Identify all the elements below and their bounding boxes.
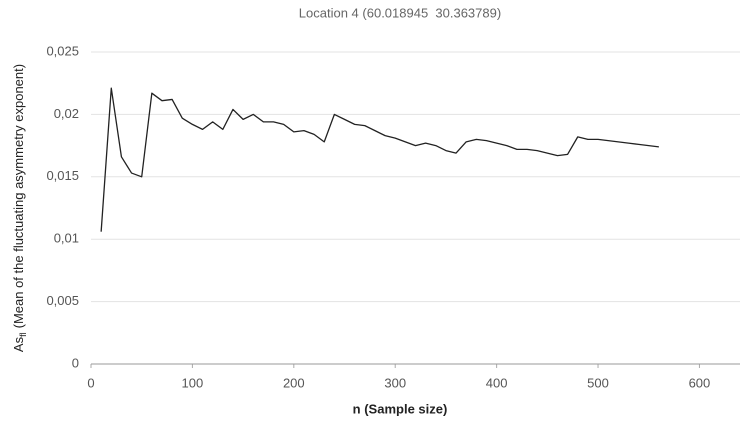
y-tick-label: 0 bbox=[72, 355, 79, 370]
y-label-main: As bbox=[11, 336, 26, 352]
x-tick-label: 300 bbox=[384, 375, 406, 390]
x-axis-label: n (Sample size) bbox=[353, 401, 448, 416]
x-tick-label: 0 bbox=[87, 375, 94, 390]
y-tick-label: 0,015 bbox=[46, 168, 79, 183]
x-tick-label: 400 bbox=[486, 375, 508, 390]
x-tick-label: 600 bbox=[689, 375, 711, 390]
data-line bbox=[100, 87, 659, 232]
y-tick-label: 0,02 bbox=[54, 106, 79, 121]
x-tick-label: 100 bbox=[182, 375, 204, 390]
y-label-rest: (Mean of the fluctuating asymmetry expon… bbox=[11, 64, 26, 328]
y-axis-label: Asfl (Mean of the fluctuating asymmetry e… bbox=[11, 64, 28, 352]
x-tick-label: 200 bbox=[283, 375, 305, 390]
y-tick-label: 0,005 bbox=[46, 293, 79, 308]
y-label-sub: fl bbox=[18, 332, 28, 337]
y-tick-label: 0,01 bbox=[54, 231, 79, 246]
chart-title: Location 4 (60.018945 30.363789) bbox=[299, 5, 501, 20]
y-tick-label: 0,025 bbox=[46, 43, 79, 58]
x-tick-label: 500 bbox=[587, 375, 609, 390]
